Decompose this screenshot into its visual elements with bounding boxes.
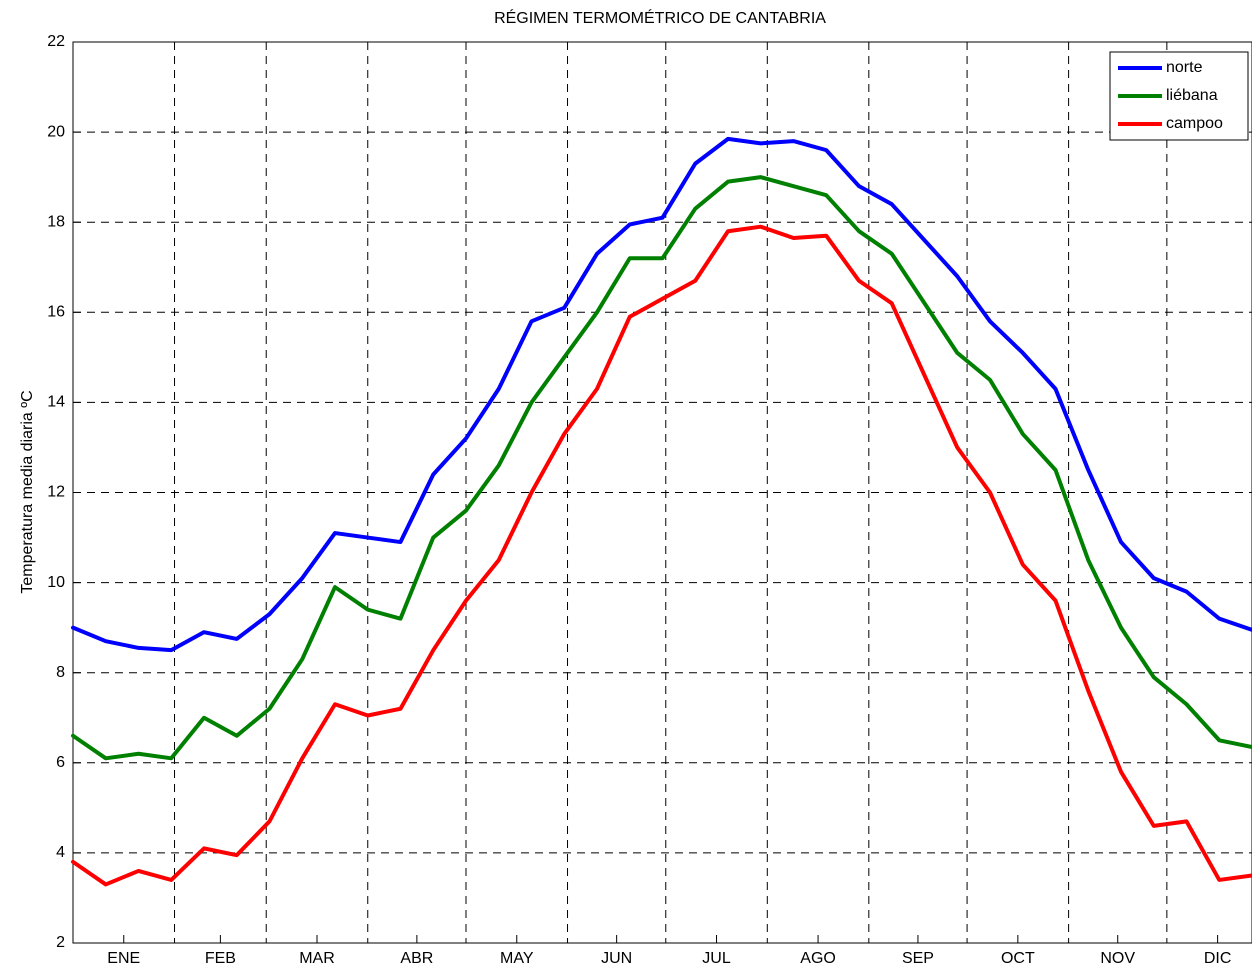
y-tick-label: 10 xyxy=(47,574,65,591)
x-tick-label: AGO xyxy=(800,950,836,967)
x-tick-label: DIC xyxy=(1204,950,1232,967)
legend-label: norte xyxy=(1166,59,1203,76)
series-line xyxy=(71,136,1252,653)
series-line xyxy=(71,175,1252,761)
x-tick-label: MAY xyxy=(500,950,534,967)
y-tick-label: 14 xyxy=(47,394,65,411)
y-tick-label: 12 xyxy=(47,484,65,501)
x-tick-label: FEB xyxy=(205,950,236,967)
plot-frame xyxy=(72,41,1252,944)
x-tick-label: NOV xyxy=(1100,950,1135,967)
x-tick-label: ABR xyxy=(400,950,433,967)
y-tick-label: 6 xyxy=(56,754,65,771)
y-tick-label: 8 xyxy=(56,664,65,681)
x-tick-label: ENE xyxy=(107,950,140,967)
x-tick-label: OCT xyxy=(1001,950,1035,967)
y-tick-label: 20 xyxy=(47,123,65,140)
legend-label: campoo xyxy=(1166,115,1223,132)
y-tick-label: 2 xyxy=(56,934,65,951)
y-tick-label: 18 xyxy=(47,213,65,230)
y-tick-label: 22 xyxy=(47,33,65,50)
chart-title: RÉGIMEN TERMOMÉTRICO DE CANTABRIA xyxy=(494,8,826,27)
x-tick-label: SEP xyxy=(902,950,934,967)
x-tick-label: JUL xyxy=(702,950,731,967)
series-line xyxy=(71,224,1252,887)
y-tick-label: 16 xyxy=(47,304,65,321)
y-axis-label: Temperatura media diaria ºC xyxy=(19,390,36,593)
y-tick-label: 4 xyxy=(56,844,65,861)
x-tick-label: JUN xyxy=(601,950,632,967)
x-tick-label: MAR xyxy=(299,950,335,967)
legend-label: liébana xyxy=(1166,87,1218,104)
